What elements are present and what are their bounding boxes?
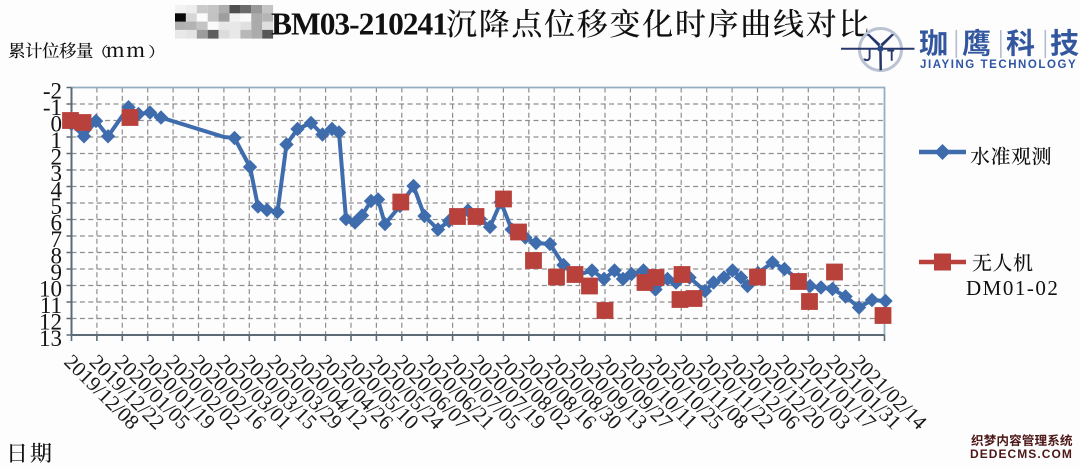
- svg-text:13: 13: [39, 326, 62, 351]
- svg-text:12: 12: [39, 310, 62, 335]
- svg-text:10: 10: [39, 277, 62, 302]
- svg-text:DM01-02: DM01-02: [966, 276, 1059, 300]
- svg-text:JIAYING TECHNOLOGY: JIAYING TECHNOLOGY: [920, 59, 1077, 71]
- svg-text:6: 6: [51, 211, 63, 236]
- svg-text:BM03-210241: BM03-210241: [271, 7, 448, 42]
- svg-text:-2: -2: [43, 79, 62, 104]
- svg-text:7: 7: [51, 227, 63, 252]
- svg-text:1: 1: [51, 128, 63, 153]
- svg-text:0: 0: [51, 112, 63, 137]
- svg-text:11: 11: [40, 293, 62, 318]
- svg-text:-1: -1: [43, 95, 62, 120]
- svg-text:8: 8: [51, 244, 63, 269]
- svg-text:5: 5: [51, 194, 63, 219]
- svg-text:9: 9: [51, 260, 63, 285]
- svg-text:4: 4: [51, 178, 63, 203]
- svg-text:3: 3: [51, 161, 63, 186]
- svg-text:2: 2: [51, 145, 63, 170]
- svg-text:DEDECMS.COM: DEDECMS.COM: [970, 447, 1073, 461]
